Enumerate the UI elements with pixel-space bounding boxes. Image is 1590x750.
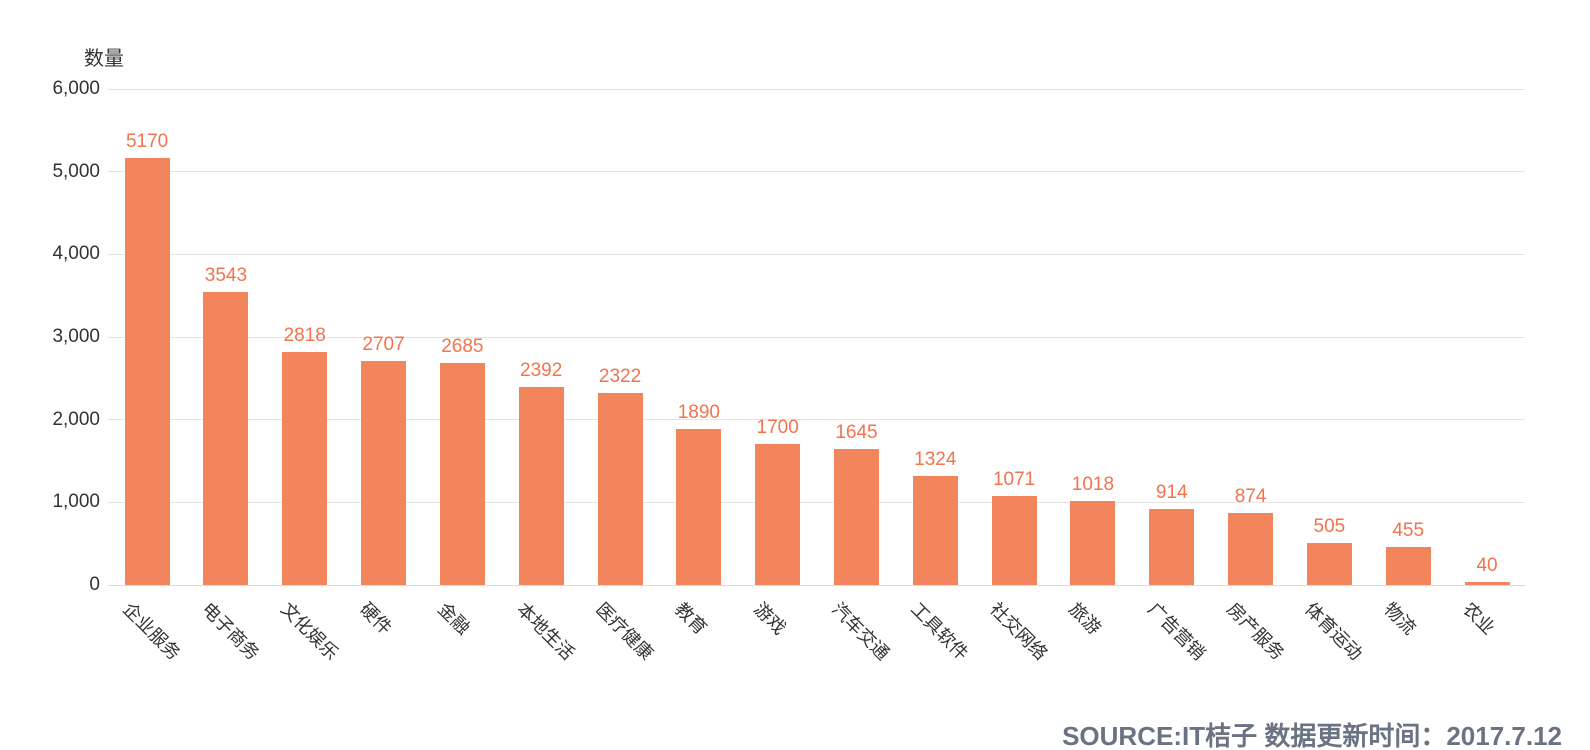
y-tick-label: 4,000 — [52, 243, 100, 265]
bar[interactable] — [124, 157, 170, 585]
y-tick-label: 0 — [89, 574, 100, 595]
bar-value-label: 2818 — [283, 325, 326, 347]
bar[interactable] — [1228, 512, 1274, 585]
x-axis-label: 医疗健康 — [592, 598, 658, 664]
bar-value-label: 40 — [1476, 554, 1498, 576]
gridline — [108, 336, 1525, 338]
bar[interactable] — [991, 496, 1037, 585]
bar[interactable] — [912, 475, 958, 585]
bar[interactable] — [282, 352, 328, 585]
bar[interactable] — [439, 363, 485, 585]
y-tick-label: 6,000 — [52, 78, 100, 99]
bar[interactable] — [1149, 509, 1195, 585]
gridline — [108, 501, 1525, 503]
source-note: SOURCE:IT桔子 数据更新时间：2017.7.12 — [1062, 721, 1562, 750]
x-axis-label: 农业 — [1459, 598, 1499, 639]
y-tick-label: 3,000 — [52, 326, 100, 347]
bar-value-label: 874 — [1234, 485, 1267, 507]
bar-value-label: 2707 — [362, 334, 405, 356]
bar[interactable] — [676, 428, 722, 585]
bar-value-label: 2322 — [598, 366, 642, 388]
bar-value-label: 1018 — [1071, 473, 1115, 495]
x-axis-label: 汽车交通 — [828, 598, 894, 664]
x-axis-label: 旅游 — [1064, 598, 1105, 639]
x-axis-baseline — [108, 584, 1525, 586]
x-axis-label: 金融 — [434, 598, 475, 639]
bar-value-label: 1700 — [756, 417, 799, 439]
gridline — [108, 253, 1525, 255]
bar[interactable] — [1464, 581, 1510, 585]
gridline — [108, 419, 1525, 421]
x-axis-label: 物流 — [1380, 598, 1420, 639]
x-axis-label: 社交网络 — [986, 598, 1052, 664]
bar-value-label: 2392 — [520, 360, 563, 382]
x-axis-label: 电子商务 — [197, 598, 263, 664]
bar-value-label: 3543 — [204, 265, 248, 287]
x-axis-label: 房产服务 — [1222, 598, 1288, 664]
x-axis-label: 硬件 — [355, 598, 396, 639]
y-axis-title: 数量 — [84, 48, 124, 70]
x-axis-label: 本地生活 — [513, 598, 579, 664]
bar[interactable] — [1070, 500, 1116, 585]
y-tick-label: 1,000 — [52, 491, 100, 513]
bar-value-label: 5170 — [125, 130, 169, 152]
bar-value-label: 1890 — [677, 401, 720, 423]
bar-value-label: 914 — [1155, 482, 1188, 504]
x-axis-label: 文化娱乐 — [276, 598, 342, 664]
bar-value-label: 2685 — [441, 336, 484, 358]
gridline — [108, 88, 1525, 90]
bar[interactable] — [833, 449, 879, 585]
x-axis-label: 教育 — [670, 598, 711, 639]
bar-value-label: 1324 — [914, 448, 957, 470]
bar[interactable] — [518, 387, 564, 585]
y-tick-label: 5,000 — [52, 160, 100, 182]
bar[interactable] — [1385, 547, 1431, 585]
bar-value-label: 1645 — [835, 422, 878, 443]
bar[interactable] — [755, 444, 801, 585]
bar[interactable] — [203, 292, 249, 585]
bar[interactable] — [1306, 543, 1352, 585]
y-tick-label: 2,000 — [52, 408, 100, 430]
x-axis-label: 企业服务 — [119, 598, 185, 664]
bar-value-label: 505 — [1313, 516, 1346, 538]
bar-value-label: 455 — [1392, 520, 1425, 542]
bar[interactable] — [361, 361, 407, 585]
x-axis-label: 广告营销 — [1143, 598, 1209, 664]
x-axis-label: 游戏 — [749, 598, 790, 639]
bar-value-label: 1071 — [992, 469, 1036, 491]
x-axis-label: 体育运动 — [1301, 598, 1367, 664]
x-axis-label: 工具软件 — [907, 598, 973, 664]
bar[interactable] — [597, 393, 643, 585]
gridline — [108, 171, 1525, 173]
